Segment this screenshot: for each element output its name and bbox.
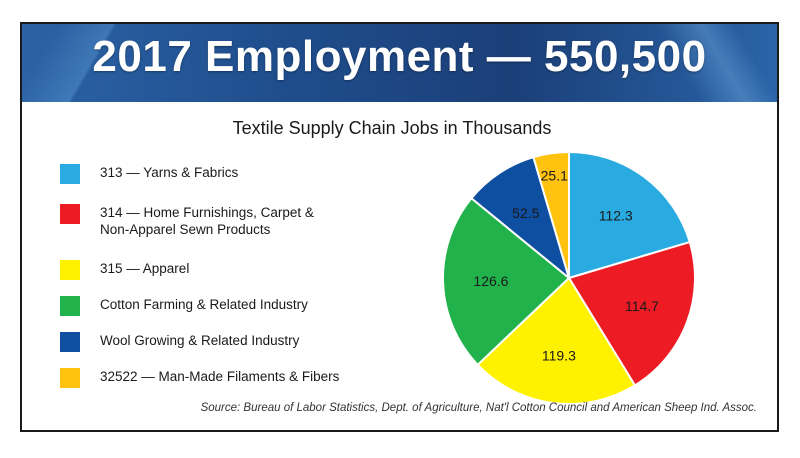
pie-slice-value-label: 25.1 bbox=[541, 168, 568, 184]
pie-slice bbox=[568, 150, 692, 280]
legend-item-cotton: Cotton Farming & Related Industry bbox=[60, 296, 308, 316]
infographic-frame: 2017 Employment — 550,500 Textile Supply… bbox=[20, 22, 779, 432]
banner-shard-decoration bbox=[622, 24, 777, 102]
pie-slice-value-label: 114.7 bbox=[625, 298, 659, 314]
legend-label: 314 — Home Furnishings, Carpet & Non-App… bbox=[100, 205, 314, 237]
source-note: Source: Bureau of Labor Statistics, Dept… bbox=[200, 402, 757, 414]
legend-label: Cotton Farming & Related Industry bbox=[100, 297, 308, 312]
chart-title: Textile Supply Chain Jobs in Thousands bbox=[232, 118, 552, 138]
pie-slice-value-label: 112.3 bbox=[599, 207, 633, 223]
legend-label: Wool Growing & Related Industry bbox=[100, 333, 300, 348]
pie-slice bbox=[532, 150, 570, 279]
pie-slice bbox=[442, 196, 571, 367]
legend-label: 315 — Apparel bbox=[100, 261, 190, 276]
banner-shard-decoration bbox=[22, 24, 142, 102]
title-banner: 2017 Employment — 550,500 bbox=[22, 24, 777, 102]
legend-item-man-made-fibers: 32522 — Man-Made Filaments & Fibers bbox=[60, 368, 339, 388]
legend-label: 32522 — Man-Made Filaments & Fibers bbox=[100, 369, 340, 384]
legend-swatch bbox=[60, 164, 80, 184]
legend-label: 313 — Yarns & Fabrics bbox=[100, 165, 239, 180]
legend-swatch bbox=[60, 368, 80, 388]
legend-swatch bbox=[60, 204, 80, 224]
legend-item-wool: Wool Growing & Related Industry bbox=[60, 332, 299, 352]
legend-swatch bbox=[60, 332, 80, 352]
page-title: 2017 Employment — 550,500 bbox=[92, 32, 707, 81]
pie-slice-value-label: 126.6 bbox=[473, 273, 508, 289]
legend-item-home-furnishings: 314 — Home Furnishings, Carpet & Non-App… bbox=[60, 204, 314, 238]
pie-slice-value-label: 119.3 bbox=[542, 347, 576, 363]
pie-slice bbox=[476, 276, 637, 405]
legend-item-yarns-fabrics: 313 — Yarns & Fabrics bbox=[60, 164, 238, 184]
pie-chart: 112.3 114.7 119.3 126.6 52.5 25.1 bbox=[442, 150, 696, 405]
pie-slice-value-label: 52.5 bbox=[512, 205, 539, 221]
legend-swatch bbox=[60, 260, 80, 280]
legend-item-apparel: 315 — Apparel bbox=[60, 260, 189, 280]
pie-slice bbox=[470, 155, 571, 281]
legend-swatch bbox=[60, 296, 80, 316]
pie-slice bbox=[567, 240, 696, 387]
